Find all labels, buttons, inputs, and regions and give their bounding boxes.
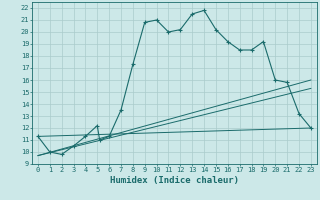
X-axis label: Humidex (Indice chaleur): Humidex (Indice chaleur) — [110, 176, 239, 185]
